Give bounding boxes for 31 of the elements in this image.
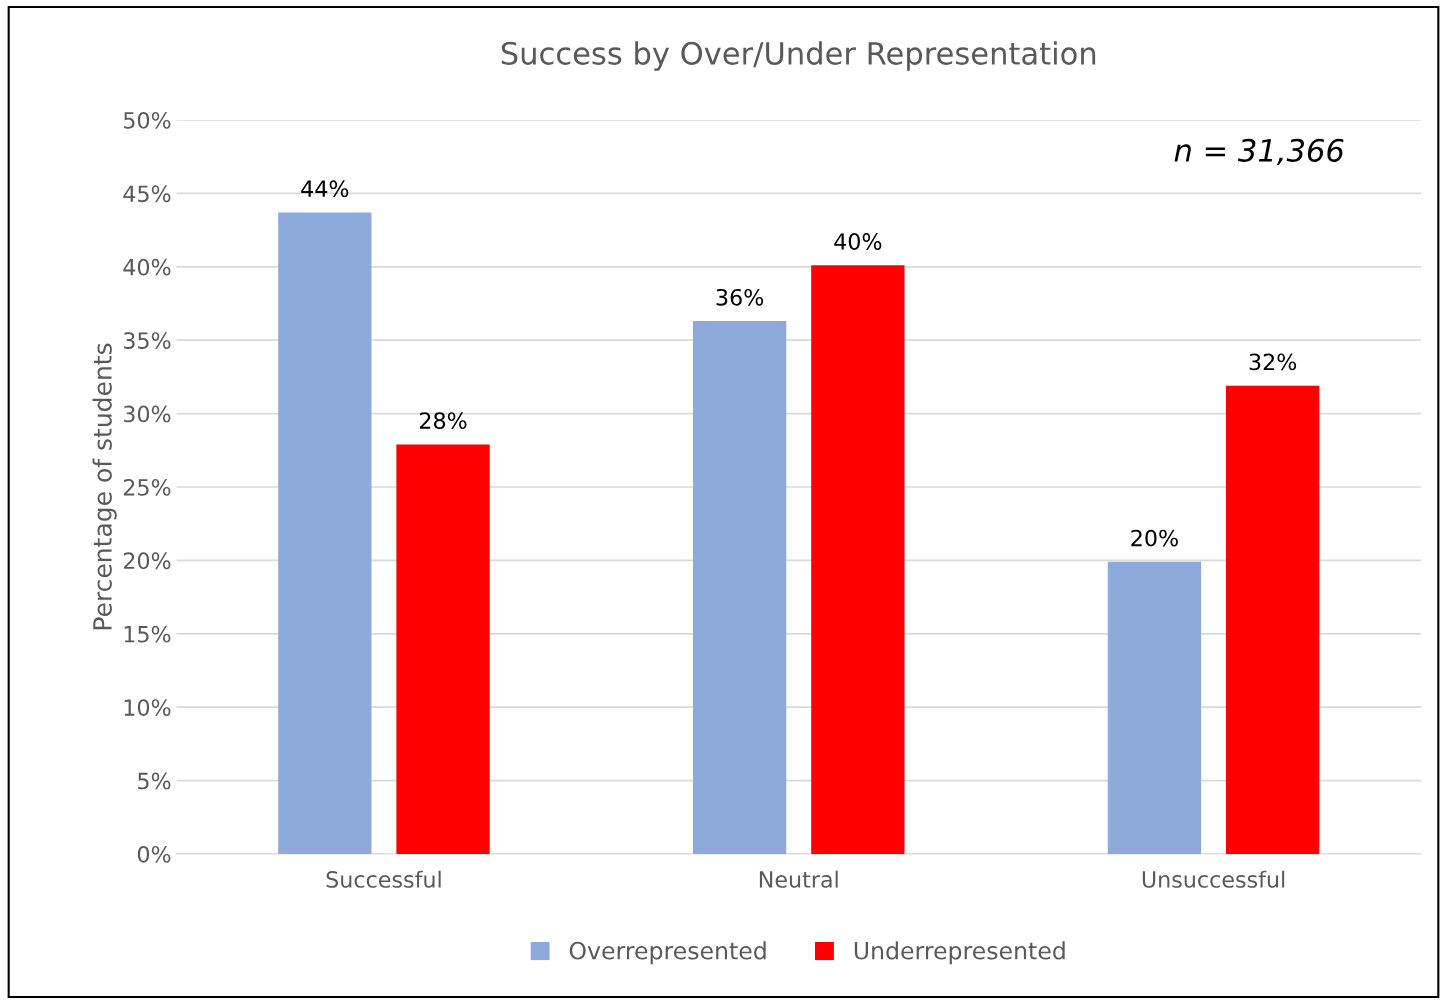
y-tick-label: 50% bbox=[124, 111, 171, 129]
data-label: 32% bbox=[1249, 353, 1297, 371]
y-tick-label: 40% bbox=[123, 258, 171, 276]
data-label: 44% bbox=[301, 180, 349, 198]
x-tick-label: Neutral bbox=[759, 870, 838, 888]
y-tick-label: 5% bbox=[138, 772, 171, 790]
x-tick-label: Successful bbox=[326, 870, 441, 888]
bar bbox=[1107, 561, 1202, 854]
y-tick-label: 30% bbox=[123, 405, 171, 423]
data-label: 20% bbox=[1131, 529, 1178, 547]
bar bbox=[811, 265, 905, 854]
chart-title: Success by Over/Under Representation bbox=[501, 41, 1096, 71]
y-tick-label: 10% bbox=[124, 699, 171, 716]
y-tick-label: 35% bbox=[123, 332, 171, 349]
legend-label: Underrepresented bbox=[854, 941, 1065, 965]
y-axis-title: Percentage of students bbox=[92, 343, 117, 630]
bar bbox=[278, 212, 372, 854]
bar bbox=[396, 444, 490, 854]
x-tick-label: Unsuccessful bbox=[1142, 870, 1285, 888]
y-tick-label: 25% bbox=[123, 478, 171, 496]
data-label: 36% bbox=[716, 288, 764, 306]
annotation: n = 31,366 bbox=[1174, 138, 1344, 166]
y-tick-label: 15% bbox=[124, 625, 171, 643]
legend-label: Overrepresented bbox=[569, 941, 766, 965]
data-label: 40% bbox=[834, 233, 882, 250]
bar bbox=[692, 321, 787, 854]
y-tick-label: 45% bbox=[123, 185, 171, 203]
y-tick-label: 0% bbox=[137, 845, 171, 863]
bar bbox=[1225, 385, 1320, 854]
data-label: 28% bbox=[419, 412, 467, 430]
y-tick-label: 20% bbox=[123, 552, 171, 570]
